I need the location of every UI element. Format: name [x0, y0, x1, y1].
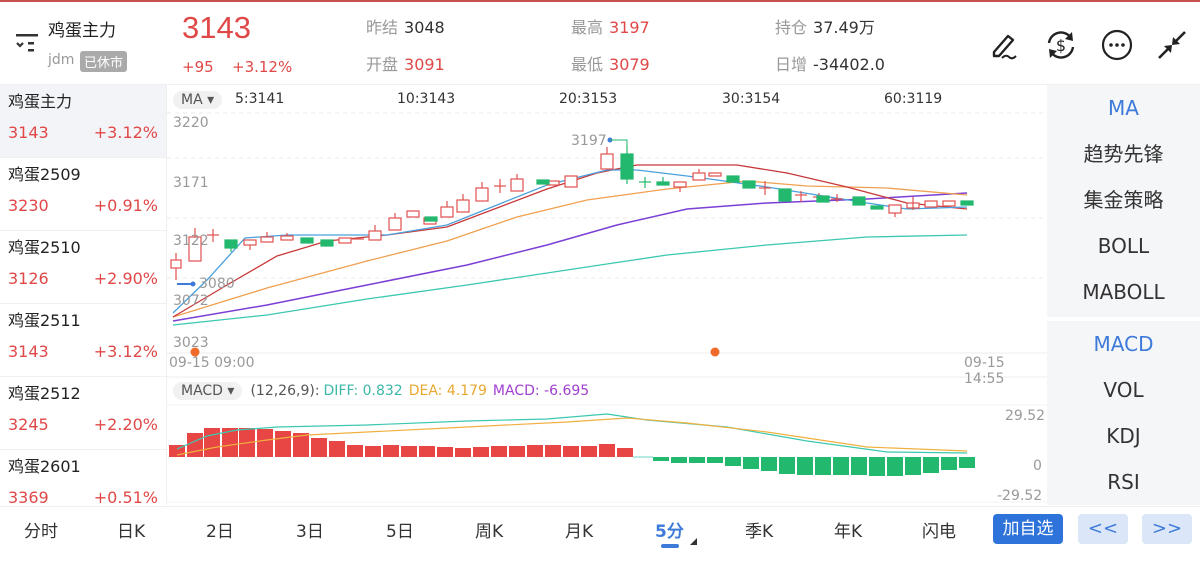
- indicator-vol[interactable]: VOL: [1103, 378, 1144, 402]
- tab-monthly[interactable]: 月K: [565, 522, 594, 542]
- tab-dropdown-corner-icon[interactable]: [690, 538, 697, 545]
- macd-params: (12,26,9):: [250, 383, 320, 399]
- top-accent-line: [0, 0, 1200, 2]
- low-price-marker: 3080: [199, 276, 235, 292]
- ma10-legend: 10:3143: [397, 91, 456, 107]
- contract-item[interactable]: 鸡蛋2512 3245 +2.20%: [0, 377, 166, 450]
- contract-name: 鸡蛋主力: [48, 21, 116, 41]
- macd-y-axis-label: 29.52: [1005, 408, 1046, 424]
- stat-high: 最高 3197: [571, 18, 650, 37]
- macd-indicator-dropdown[interactable]: MACD ▾: [173, 382, 243, 400]
- last-price: 3143: [182, 10, 251, 45]
- add-to-watchlist-button[interactable]: 加自选: [993, 514, 1063, 544]
- kline-chart-area[interactable]: MA ▾ 5:3141 10:3143 20:3153 30:3154 60:3…: [166, 85, 1047, 505]
- y-axis-label: 3220: [173, 115, 209, 131]
- tab-daily[interactable]: 日K: [117, 522, 146, 542]
- macd-y-axis-label: 0: [1033, 458, 1042, 474]
- ma20-legend: 20:3153: [559, 91, 618, 107]
- more-options-icon[interactable]: [1100, 28, 1134, 62]
- indicator-rsi[interactable]: RSI: [1107, 470, 1140, 494]
- stat-open: 开盘 3091: [366, 55, 445, 74]
- ma-indicator-dropdown[interactable]: MA ▾: [173, 91, 223, 109]
- tab-3day[interactable]: 3日: [296, 522, 324, 542]
- tab-5min[interactable]: 5分: [655, 522, 684, 542]
- contract-item[interactable]: 鸡蛋主力 3143 +3.12%: [0, 85, 166, 158]
- macd-diff-value: DIFF: 0.832: [323, 383, 403, 399]
- currency-exchange-icon[interactable]: $: [1044, 28, 1078, 62]
- indicator-fund-strategy[interactable]: 集金策略: [1083, 188, 1164, 212]
- contract-item[interactable]: 鸡蛋2511 3143 +3.12%: [0, 304, 166, 377]
- stat-open-interest: 持仓 37.49万: [775, 18, 875, 37]
- tab-weekly[interactable]: 周K: [475, 522, 504, 542]
- header-divider: [0, 84, 1200, 85]
- y-axis-label: 3171: [173, 175, 209, 191]
- indicator-panel: MA 趋势先锋 集金策略 BOLL MABOLL MACD VOL KDJ RS…: [1047, 85, 1200, 505]
- kline-chart-canvas: [167, 112, 1047, 503]
- period-tabs: 分时 日K 2日 3日 5日 周K 月K 5分 季K 年K 闪电 加自选 << …: [0, 506, 1200, 566]
- tab-yearly[interactable]: 年K: [834, 522, 863, 542]
- indicator-boll[interactable]: BOLL: [1097, 234, 1150, 258]
- y-axis-label: 3072: [173, 293, 209, 309]
- contract-list-toggle-icon[interactable]: [14, 32, 40, 54]
- ma60-legend: 60:3119: [884, 91, 943, 107]
- collapse-arrows-icon[interactable]: [1155, 28, 1189, 62]
- macd-macd-value: MACD: -6.695: [492, 383, 590, 399]
- stat-daily-change: 日增 -34402.0: [775, 55, 885, 74]
- svg-text:$: $: [1056, 36, 1066, 55]
- contract-code: jdm: [48, 52, 75, 68]
- y-axis-label: 3122: [173, 233, 209, 249]
- indicator-ma[interactable]: MA: [1108, 96, 1139, 120]
- ma5-legend: 5:3141: [235, 91, 285, 107]
- indicator-kdj[interactable]: KDJ: [1106, 424, 1141, 448]
- prev-page-button[interactable]: <<: [1078, 514, 1128, 544]
- contract-item[interactable]: 鸡蛋2509 3230 +0.91%: [0, 158, 166, 231]
- price-change: +95: [182, 58, 214, 76]
- tab-5day[interactable]: 5日: [386, 522, 414, 542]
- selected-tab-indicator: [661, 544, 679, 548]
- contract-list: 鸡蛋主力 3143 +3.12% 鸡蛋2509 3230 +0.91% 鸡蛋2510…: [0, 85, 166, 505]
- y-axis-label: 3023: [173, 335, 209, 351]
- indicator-macd[interactable]: MACD: [1093, 332, 1154, 356]
- high-price-marker: 3197: [571, 133, 607, 149]
- macd-dea-value: DEA: 4.179: [408, 383, 487, 399]
- market-status-badge: 已休市: [80, 51, 128, 72]
- price-change-pct: +3.12%: [232, 58, 293, 76]
- quote-header: 鸡蛋主力 jdm 已休市 3143 +95 +3.12% 昨结 3048 开盘 30…: [0, 2, 1200, 84]
- tab-quarterly[interactable]: 季K: [745, 522, 774, 542]
- indicator-maboll[interactable]: MABOLL: [1082, 280, 1165, 304]
- stat-prev-settle: 昨结 3048: [366, 18, 445, 37]
- contract-item[interactable]: 鸡蛋2601 3369 +0.51%: [0, 450, 166, 505]
- macd-y-axis-label: -29.52: [997, 488, 1043, 504]
- macd-indicator-bar: MACD ▾ (12,26,9): DIFF: 0.832 DEA: 4.179…: [173, 382, 589, 400]
- indicator-divider: [1047, 317, 1200, 321]
- tab-timeshare[interactable]: 分时: [24, 522, 58, 542]
- stat-low: 最低 3079: [571, 55, 650, 74]
- tab-2day[interactable]: 2日: [206, 522, 234, 542]
- draw-pen-icon[interactable]: [988, 28, 1022, 62]
- tab-lightning[interactable]: 闪电: [922, 522, 956, 542]
- time-end-label: 09-15 14:55: [964, 355, 1005, 387]
- ma30-legend: 30:3154: [722, 91, 781, 107]
- time-start-label: 09-15 09:00: [169, 355, 255, 371]
- next-page-button[interactable]: >>: [1142, 514, 1192, 544]
- ma-indicator-bar: MA ▾: [173, 89, 223, 111]
- contract-item[interactable]: 鸡蛋2510 3126 +2.90%: [0, 231, 166, 304]
- indicator-trend-pioneer[interactable]: 趋势先锋: [1083, 142, 1164, 166]
